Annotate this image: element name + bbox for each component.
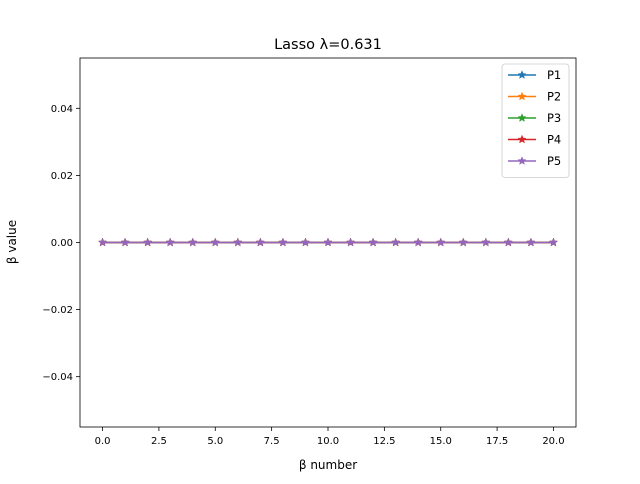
data-point [526,237,536,247]
x-tick-label: 10.0 [317,436,339,447]
y-tick-label: −0.04 [42,372,73,383]
data-point [390,237,401,247]
legend-box [501,63,570,178]
x-tick-label: 5.0 [207,436,223,447]
legend-item-P3: P3 [508,111,561,125]
chart-title: Lasso λ=0.631 [274,37,382,53]
data-point [120,237,130,247]
legend-marker [517,134,527,144]
y-tick-label: −0.02 [42,305,73,316]
data-point [97,237,108,247]
data-point [278,237,288,247]
x-tick-label: 2.5 [151,436,167,447]
plot-area: 0.0 2.5 5.0 7.5 10.0 12.5 15.0 17.5 20.0 −0.04 −0.… [42,57,577,447]
data-point [481,237,491,247]
series-P5 [97,237,559,247]
data-point [188,237,198,247]
x-tick-label: 0.0 [95,436,111,447]
x-tick-label: 17.5 [486,436,508,447]
data-point [142,237,153,247]
legend-marker [517,113,527,122]
x-tick-label: 15.0 [430,436,452,447]
data-point [255,237,266,247]
legend-item-P2: P2 [508,90,561,104]
x-tick-label: 20.0 [542,436,564,447]
data-point [345,237,356,247]
x-tick-label: 12.5 [373,436,395,447]
y-tick-label: 0.04 [51,104,73,115]
legend-label: P4 [547,133,561,147]
legend-label: P1 [547,68,561,82]
data-point [436,237,446,247]
y-tick-label: 0.00 [51,238,73,249]
data-point [323,237,333,247]
data-point [368,237,378,247]
legend: P1 P2 P3 P4 P5 [501,63,570,178]
axes-frame [79,57,577,428]
x-axis-label: β number [299,458,357,472]
legend-marker [517,70,527,79]
legend-item-P4: P4 [508,133,561,147]
y-axis-label: β value [5,220,19,264]
data-point [458,237,468,247]
y-tick-label: 0.02 [51,171,73,182]
legend-label: P3 [547,111,561,125]
x-tick-label: 7.5 [264,436,280,447]
legend-item-P1: P1 [508,68,561,82]
data-point [165,237,175,247]
data-point [503,237,514,247]
legend-label: P5 [547,154,561,168]
legend-marker [517,156,527,165]
data-point [210,237,220,247]
data-point [413,237,423,247]
data-point [233,237,243,247]
data-point [300,237,311,247]
legend-item-P5: P5 [508,154,561,168]
legend-label: P2 [547,90,561,104]
legend-marker [517,91,527,101]
data-point [548,237,559,247]
